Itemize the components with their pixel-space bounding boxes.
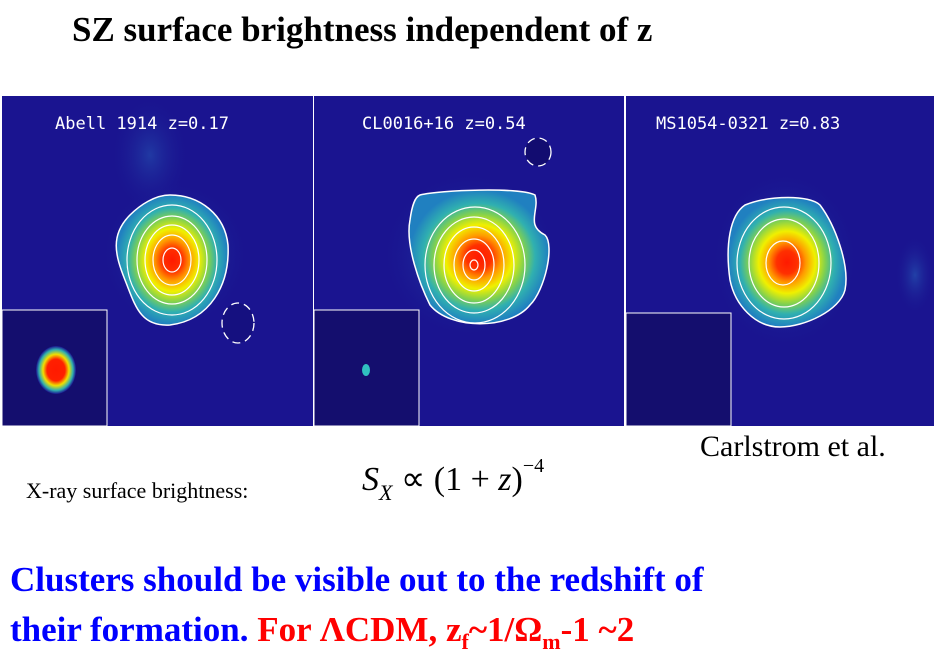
sub-m: m: [542, 629, 561, 654]
panel-cl0016: CL0016+16 z=0.54: [313, 96, 624, 427]
conclusion-red: For ΛCDM, zf~1/Ωm-1 ~2: [257, 610, 635, 654]
conclusion-blue: their formation.: [10, 610, 258, 649]
sz-cluster-images: Abell 1914 z=0.17 CL0016+16 z=0.54: [1, 95, 935, 427]
formula-z: z: [498, 461, 512, 498]
conclusion-line1: Clusters should be visible out to the re…: [10, 560, 704, 599]
panel-ms1054: MS1054-0321 z=0.83: [625, 96, 935, 427]
panel-label: MS1054-0321 z=0.83: [656, 114, 840, 134]
formula-rel: ∝ (1 +: [392, 461, 499, 498]
red-part-a: For ΛCDM, z: [257, 610, 462, 649]
red-part-b: ~1/Ω: [468, 610, 543, 649]
formula-s: S: [362, 461, 379, 498]
conclusion-line2: their formation. For ΛCDM, zf~1/Ωm-1 ~2: [10, 605, 704, 655]
formula-close: ): [511, 461, 523, 498]
formula-exp: −4: [522, 455, 545, 477]
credit: Carlstrom et al.: [700, 430, 886, 463]
formula-sub: X: [379, 480, 393, 505]
panel-label: Abell 1914 z=0.17: [55, 114, 229, 134]
xray-formula: SX ∝ (1 + z)−4: [362, 455, 544, 506]
slide-title: SZ surface brightness independent of z: [72, 10, 653, 49]
xray-label: X-ray surface brightness:: [26, 478, 249, 503]
sub-f: f: [461, 629, 469, 654]
panel-abell-1914: Abell 1914 z=0.17: [1, 95, 313, 427]
panel-label: CL0016+16 z=0.54: [362, 114, 526, 134]
red-part-c: -1 ~2: [560, 610, 635, 649]
conclusion: Clusters should be visible out to the re…: [10, 555, 704, 655]
